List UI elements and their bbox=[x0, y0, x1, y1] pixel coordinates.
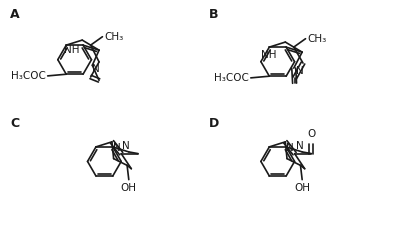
Text: N: N bbox=[113, 143, 121, 153]
Text: C: C bbox=[10, 117, 19, 130]
Text: H₃COC: H₃COC bbox=[214, 73, 249, 83]
Text: B: B bbox=[208, 8, 218, 21]
Text: N: N bbox=[286, 143, 294, 153]
Text: CH₃: CH₃ bbox=[308, 34, 327, 44]
Text: NH: NH bbox=[64, 45, 80, 55]
Text: H₃COC: H₃COC bbox=[11, 71, 46, 81]
Text: OH: OH bbox=[294, 183, 310, 193]
Text: A: A bbox=[10, 8, 20, 21]
Text: N: N bbox=[296, 66, 303, 76]
Text: NH: NH bbox=[260, 50, 276, 60]
Text: N: N bbox=[122, 141, 130, 151]
Text: CH₃: CH₃ bbox=[104, 32, 124, 42]
Text: OH: OH bbox=[121, 183, 137, 193]
Text: O: O bbox=[307, 128, 316, 139]
Text: N: N bbox=[92, 64, 99, 74]
Text: D: D bbox=[208, 117, 219, 130]
Text: N: N bbox=[296, 141, 303, 151]
